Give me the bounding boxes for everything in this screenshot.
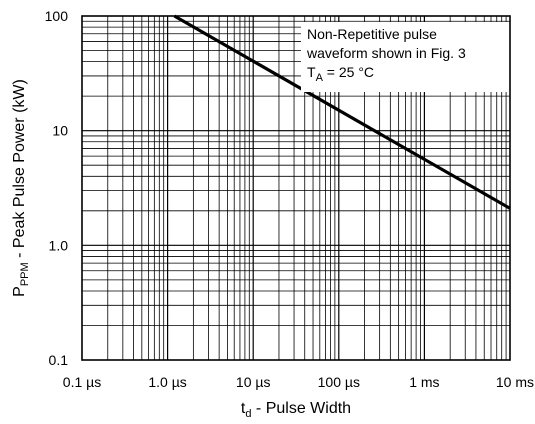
y-tick-label: 1.0 — [49, 237, 69, 253]
x-tick-label: 100 µs — [318, 374, 360, 390]
annotation-box: Non-Repetitive pulse waveform shown in F… — [301, 22, 511, 92]
x-axis-label-sub: d — [245, 408, 251, 420]
annotation-background — [301, 22, 511, 92]
x-tick-label: 0.1 µs — [63, 374, 101, 390]
y-axis-label: PPPM - Peak Pulse Power (kW) — [11, 79, 31, 297]
series-line — [173, 14, 511, 210]
annotation-line-2: waveform shown in Fig. 3 — [306, 45, 466, 61]
x-axis-label-main: t — [241, 400, 246, 417]
x-axis-label-rest: - Pulse Width — [251, 400, 351, 417]
x-tick-label: 1.0 µs — [148, 374, 186, 390]
x-tick-label: 10 µs — [236, 374, 271, 390]
annotation-t: T — [307, 64, 316, 80]
plot-frame — [81, 15, 511, 361]
y-axis-label-main: P — [11, 286, 28, 297]
x-tick-labels: 0.1 µs 1.0 µs 10 µs 100 µs 1 ms 10 ms — [63, 374, 534, 390]
x-tick-label: 1 ms — [409, 374, 439, 390]
x-axis-label: td - Pulse Width — [241, 400, 351, 420]
grid — [82, 16, 510, 360]
y-tick-labels: 0.1 1.0 10 100 — [45, 8, 69, 368]
annotation-line-1: Non-Repetitive pulse — [307, 26, 437, 42]
annotation-rest: = 25 °C — [323, 64, 374, 80]
annotation-subscript: A — [316, 72, 324, 84]
y-axis-label-sub: PPM — [19, 262, 31, 286]
y-tick-label: 10 — [52, 123, 68, 139]
x-tick-label: 10 ms — [496, 374, 534, 390]
y-tick-label: 0.1 — [49, 352, 69, 368]
annotation-line-3: TA = 25 °C — [307, 64, 374, 84]
y-axis-label-rest: - Peak Pulse Power (kW) — [11, 79, 28, 262]
y-tick-label: 100 — [45, 8, 69, 24]
series — [173, 14, 511, 210]
